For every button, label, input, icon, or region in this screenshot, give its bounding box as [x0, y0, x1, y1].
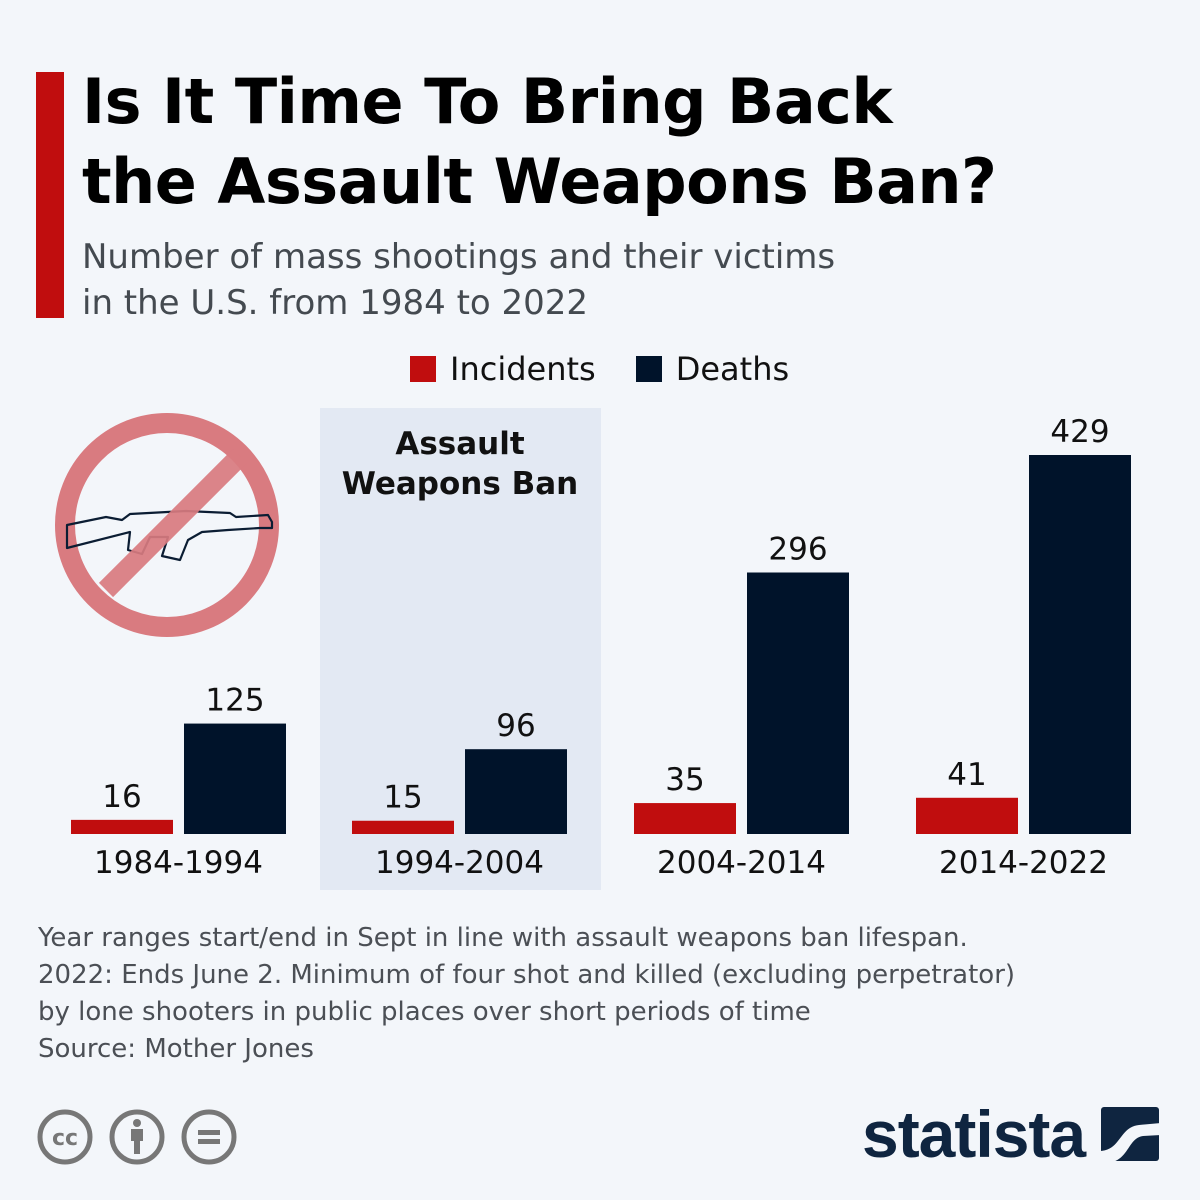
subtitle-line-1: Number of mass shootings and their victi…: [82, 237, 836, 277]
legend-label-deaths: Deaths: [675, 350, 790, 388]
chart-title: Is It Time To Bring Back the Assault Wea…: [82, 62, 997, 222]
title-line-2: the Assault Weapons Ban?: [82, 145, 997, 218]
notes-line-1: Year ranges start/end in Sept in line wi…: [38, 923, 968, 953]
bar-incidents-2004-2014: [634, 803, 736, 834]
data-label-deaths-2014-2022: 429: [1050, 414, 1109, 450]
ban-period-label: Assault Weapons Ban: [320, 424, 600, 504]
ban-label-line-2: Weapons Ban: [341, 466, 579, 502]
data-label-incidents-1994-2004: 15: [383, 780, 422, 816]
ban-label-line-1: Assault: [395, 426, 525, 462]
bar-deaths-2014-2022: [1029, 455, 1131, 834]
title-accent-bar: [36, 72, 64, 318]
bar-incidents-1994-2004: [352, 820, 454, 834]
category-label-1994-2004: 1994-2004: [375, 845, 544, 881]
attribution-icon[interactable]: [108, 1108, 166, 1166]
legend-label-incidents: Incidents: [450, 350, 596, 388]
legend-swatch-deaths: [635, 356, 662, 382]
source-link[interactable]: Source: Mother Jones: [38, 1034, 314, 1064]
data-label-incidents-2014-2022: 41: [947, 757, 986, 793]
cc-icon[interactable]: cc: [36, 1108, 94, 1166]
statista-brand[interactable]: statista: [862, 1094, 1162, 1174]
bar-incidents-1984-1994: [71, 819, 173, 834]
no-derivatives-icon[interactable]: [180, 1108, 238, 1166]
license-icons: cc: [36, 1108, 252, 1166]
notes-line-2: 2022: Ends June 2. Minimum of four shot …: [38, 960, 1016, 990]
legend-item-deaths: Deaths: [635, 350, 790, 388]
bar-deaths-1984-1994: [184, 723, 286, 834]
statista-logo-icon: [1099, 1107, 1162, 1163]
data-label-deaths-1984-1994: 125: [205, 683, 264, 719]
chart-notes: Year ranges start/end in Sept in line wi…: [38, 920, 1158, 1031]
statista-wordmark: statista: [862, 1097, 1086, 1171]
data-label-incidents-1984-1994: 16: [102, 779, 141, 815]
bar-deaths-1994-2004: [465, 749, 567, 834]
subtitle-line-2: in the U.S. from 1984 to 2022: [82, 283, 589, 323]
data-label-incidents-2004-2014: 35: [665, 762, 704, 798]
chart-subtitle: Number of mass shootings and their victi…: [82, 234, 982, 326]
svg-text:cc: cc: [52, 1126, 78, 1151]
data-label-deaths-1994-2004: 96: [496, 708, 535, 744]
legend-item-incidents: Incidents: [410, 350, 596, 388]
bar-deaths-2004-2014: [747, 572, 849, 834]
legend: Incidents Deaths: [410, 350, 829, 388]
title-line-1: Is It Time To Bring Back: [82, 65, 893, 138]
notes-line-3: by lone shooters in public places over s…: [38, 997, 811, 1027]
bar-incidents-2014-2022: [916, 797, 1018, 834]
legend-swatch-incidents: [410, 356, 436, 382]
data-label-deaths-2004-2014: 296: [768, 531, 827, 567]
category-label-2014-2022: 2014-2022: [939, 845, 1108, 881]
category-label-1984-1994: 1984-1994: [94, 845, 263, 881]
no-assault-rifle-icon: [55, 413, 279, 637]
category-label-2004-2014: 2004-2014: [657, 845, 826, 881]
